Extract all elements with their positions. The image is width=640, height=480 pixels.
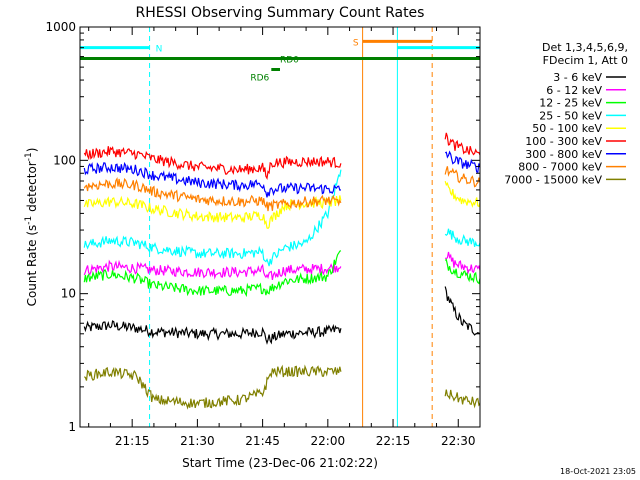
series-line-4-1: [444, 181, 481, 208]
timestamp: 18-Oct-2021 23:05: [560, 467, 636, 476]
y-tick-label-1: 10: [61, 287, 76, 301]
y-axis-label-sup1: -1: [24, 216, 34, 225]
legend-label-3: 25 - 50 keV: [539, 109, 602, 122]
legend-header-line2: FDecim 1, Att 0: [543, 54, 628, 67]
x-tick-label-5: 22:30: [441, 434, 476, 448]
series-line-4-0: [83, 195, 342, 230]
series-line-5-0: [83, 146, 342, 180]
y-axis-label-part: Count Rate (s: [25, 225, 39, 307]
series-line-6-1: [444, 150, 481, 174]
y-axis-label-mid: detector: [25, 161, 39, 216]
legend-label-5: 100 - 300 keV: [525, 135, 602, 148]
x-tick-label-4: 22:15: [376, 434, 411, 448]
y-axis-label: Count Rate (s-1 detector-1): [24, 148, 39, 307]
legend-label-8: 7000 - 15000 keV: [504, 173, 602, 186]
legend-label-7: 800 - 7000 keV: [518, 161, 602, 174]
y-axis-label-sup2: -1: [24, 152, 34, 161]
series-line-0-1: [444, 286, 481, 336]
legend-label-4: 50 - 100 keV: [532, 122, 602, 135]
series-line-1-0: [83, 259, 342, 281]
plot-frame: [79, 26, 481, 428]
series-line-0-0: [83, 320, 342, 345]
x-tick-label-0: 21:15: [115, 434, 150, 448]
chart-title: RHESSI Observing Summary Count Rates: [136, 5, 425, 21]
x-tick-label-1: 21:30: [180, 434, 215, 448]
y-tick-label-3: 1000: [45, 20, 76, 34]
series-line-1-1: [444, 251, 481, 275]
series-line-7-0: [83, 177, 342, 212]
flag-bars: N S RD6 RD0: [80, 38, 480, 84]
series-line-7-1: [444, 166, 481, 188]
legend-label-1: 6 - 12 keV: [546, 84, 602, 97]
series-line-6-0: [83, 161, 342, 198]
flag-label-0: N: [156, 45, 163, 55]
series-line-8-0: [83, 364, 342, 410]
y-axis: 1 10 100 1000: [45, 20, 480, 434]
y-axis-label-end: ): [25, 148, 39, 153]
vertical-marker-lines: [79, 27, 481, 427]
series-lines: [83, 132, 481, 410]
series-line-5-1: [444, 132, 481, 156]
x-tick-label-2: 21:45: [245, 434, 280, 448]
flag-label-4: RD0: [280, 56, 299, 66]
series-line-2-0: [83, 250, 342, 298]
legend-label-6: 300 - 800 keV: [525, 148, 602, 161]
x-axis: 21:15 21:30 21:45 22:00 22:15 22:30: [88, 27, 481, 448]
legend-header-line1: Det 1,3,4,5,6,9,: [542, 41, 628, 54]
series-line-8-1: [444, 389, 481, 409]
series-line-2-1: [444, 258, 481, 285]
y-tick-label-2: 100: [53, 153, 76, 167]
legend-label-0: 3 - 6 keV: [553, 71, 602, 84]
flag-label-3: RD6: [250, 74, 269, 84]
x-tick-label-3: 22:00: [311, 434, 346, 448]
series-line-3-0: [83, 169, 342, 267]
flag-label-1: S: [353, 38, 359, 48]
series-line-3-1: [444, 228, 481, 247]
legend-label-2: 12 - 25 keV: [539, 97, 602, 110]
x-axis-label: Start Time (23-Dec-06 21:02:22): [182, 456, 378, 470]
y-tick-label-0: 1: [68, 420, 76, 434]
